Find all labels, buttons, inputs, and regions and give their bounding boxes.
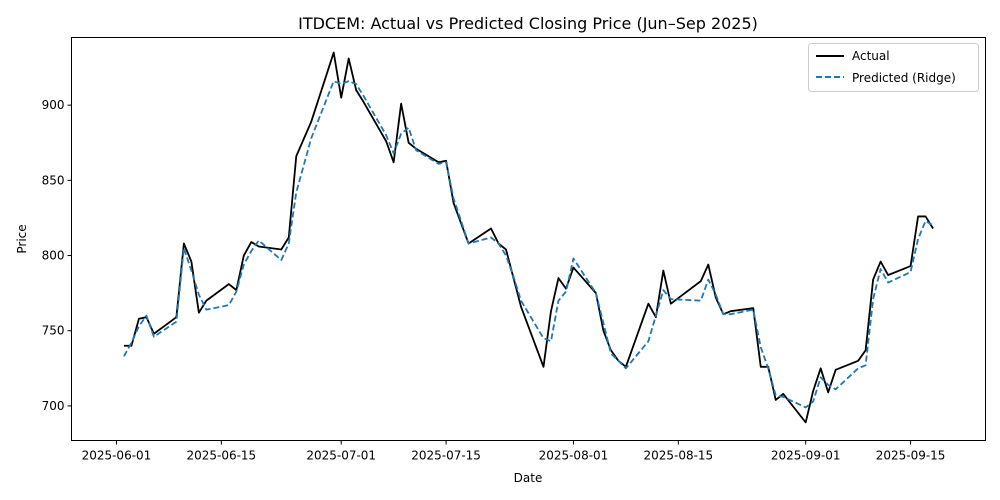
legend: Actual Predicted (Ridge): [808, 43, 979, 92]
series-line-predicted-ridge: [123, 80, 934, 409]
plot-frame: [71, 37, 986, 441]
legend-label-actual: Actual: [852, 49, 890, 63]
x-axis: 2025-06-01 2025-06-15 2025-07-01 2025-07-15…: [82, 440, 946, 463]
plot-area: [123, 51, 934, 424]
y-tick-label: 700: [42, 399, 65, 413]
y-axis-label: Price: [15, 224, 29, 253]
y-tick-label: 800: [42, 249, 65, 263]
x-tick-label: 2025-09-15: [876, 449, 946, 463]
y-tick-label: 850: [42, 173, 65, 187]
legend-label-predicted: Predicted (Ridge): [852, 71, 956, 85]
x-tick-label: 2025-06-01: [82, 449, 152, 463]
y-tick-label: 750: [42, 324, 65, 338]
x-axis-label: Date: [514, 471, 543, 485]
x-tick-label: 2025-08-01: [539, 449, 609, 463]
x-tick-label: 2025-07-01: [306, 449, 376, 463]
x-tick-label: 2025-09-01: [771, 449, 841, 463]
y-axis: 700 750 800 850 900: [42, 98, 72, 413]
y-tick-label: 900: [42, 98, 65, 112]
legend-box: [808, 43, 979, 92]
chart-title: ITDCEM: Actual vs Predicted Closing Pric…: [298, 14, 758, 33]
series-line-actual: [123, 51, 934, 424]
x-tick-label: 2025-08-15: [643, 449, 713, 463]
x-tick-label: 2025-07-15: [411, 449, 481, 463]
x-tick-label: 2025-06-15: [186, 449, 256, 463]
